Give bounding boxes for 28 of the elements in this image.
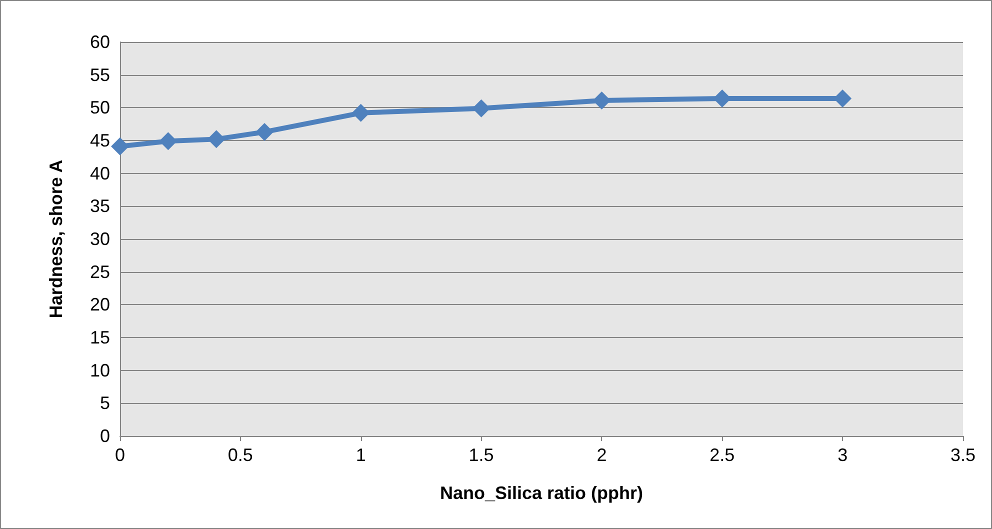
y-tick-label: 10 [90, 360, 110, 380]
y-tick-label: 55 [90, 64, 110, 85]
x-tick-label: 1.5 [468, 445, 494, 465]
x-tick-label: 2 [596, 445, 607, 465]
y-tick-label: 30 [90, 229, 110, 249]
x-tick-label: 1 [356, 445, 366, 465]
y-axis-title: Hardness, shore A [46, 160, 66, 318]
y-tick-label: 50 [90, 98, 110, 118]
x-tick-label: 0 [114, 445, 126, 465]
y-tick-label: 25 [90, 262, 110, 282]
y-tick-label: 0 [100, 426, 110, 446]
x-tick-label: 0.5 [228, 445, 253, 465]
y-tick-label: 5 [100, 393, 110, 414]
y-tick-label: 15 [90, 328, 110, 348]
y-tick-label: 60 [90, 32, 110, 52]
point [256, 122, 274, 141]
y-tick-label: 20 [90, 294, 110, 315]
y-tick-label: 45 [90, 130, 110, 150]
x-tick-label: 3 [838, 445, 848, 465]
point [472, 99, 490, 118]
y-tick-label: 35 [90, 196, 110, 216]
y-tick-label: 40 [90, 163, 110, 184]
x-tick-label: 2.5 [710, 445, 735, 465]
point [111, 137, 129, 156]
point [159, 132, 178, 150]
x-axis-title: Nano_Silica ratio (pphr) [440, 483, 644, 503]
point [352, 104, 370, 122]
x-tick-label: 3.5 [950, 445, 976, 465]
